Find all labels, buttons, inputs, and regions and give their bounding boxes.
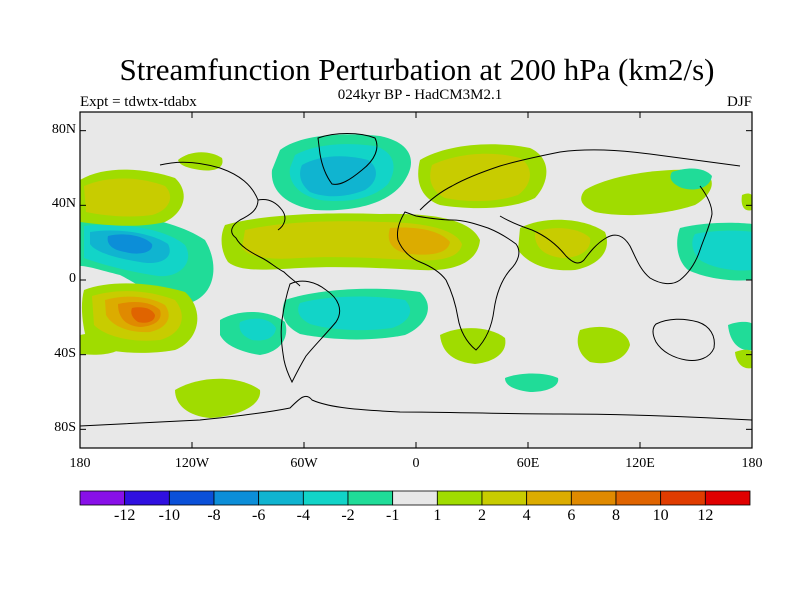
lat-tick-label: 80N	[51, 121, 76, 137]
coastline-north-america	[159, 161, 301, 287]
contour-pos1	[741, 193, 752, 211]
map-title: Streamfunction Perturbation at 200 hPa (…	[119, 52, 715, 87]
axis-ticks	[79, 112, 753, 448]
experiment-label: Expt = tdwtx-tdabx	[80, 94, 197, 110]
contour-fills	[80, 134, 752, 418]
lon-tick-label: 120E	[625, 456, 655, 471]
contour-neg2	[239, 318, 276, 341]
colorbar-tick-label: -8	[207, 507, 221, 524]
colorbar	[79, 490, 751, 506]
colorbar-tick-label: 2	[478, 507, 486, 524]
colorbar-segment	[436, 490, 483, 506]
colorbar-tick-label: 8	[612, 507, 620, 524]
colorbar-segment	[302, 490, 349, 506]
coastline-eurasia	[419, 149, 741, 285]
coastline-south-america	[280, 280, 341, 384]
lon-tick-label: 180	[741, 456, 763, 471]
contour-neg1	[728, 321, 752, 351]
lon-tick-label: 120W	[174, 456, 210, 471]
colorbar-segment	[660, 490, 706, 506]
contour-neg4	[300, 156, 376, 197]
season-label: DJF	[726, 94, 752, 110]
lat-tick-label: 40N	[51, 196, 76, 212]
coastline-europe-africa	[397, 211, 520, 351]
colorbar-tick-label: -12	[113, 507, 136, 524]
contour-pos1	[440, 328, 506, 364]
colorbar-tick-label: 6	[567, 507, 576, 524]
contour-pos2	[430, 153, 530, 202]
coastlines	[80, 133, 752, 427]
contour-pos1	[175, 378, 261, 418]
colorbar-segment	[347, 490, 394, 506]
lon-tick-label: 60W	[290, 456, 318, 471]
contour-pos4	[388, 227, 450, 255]
contour-neg2	[298, 296, 411, 331]
colorbar-tick-label: 1	[433, 507, 442, 524]
colorbar-tick-label: 4	[522, 507, 531, 524]
colorbar-segment	[168, 490, 215, 506]
contour-pos1	[577, 326, 630, 364]
coastline-greenland	[317, 133, 378, 185]
colorbar-tick-label: -2	[341, 507, 355, 524]
lon-tick-label: 0	[412, 456, 420, 471]
colorbar-tick-label: -10	[158, 507, 180, 524]
lat-tick-label: 40S	[54, 345, 76, 361]
colorbar-segment	[615, 490, 662, 506]
colorbar-segment	[481, 490, 528, 506]
colorbar-segment	[124, 490, 170, 506]
coastline-antarctica	[80, 395, 752, 427]
contour-pos2	[84, 178, 171, 217]
colorbar-segment	[526, 490, 572, 506]
lat-tick-label: 0	[69, 271, 76, 286]
colorbar-tick-label: -6	[251, 507, 266, 524]
colorbar-segment	[392, 490, 438, 506]
contour-pos1	[80, 333, 122, 355]
coastline-australia	[652, 318, 715, 361]
colorbar-segment	[213, 490, 260, 506]
contour-pos8	[131, 307, 155, 323]
colorbar-segment	[570, 490, 617, 506]
contour-neg2	[692, 230, 752, 271]
colorbar-tick-label: -4	[296, 507, 310, 524]
colorbar-tick-label: 10	[652, 507, 669, 524]
lon-tick-label: 180	[69, 456, 91, 471]
colorbar-tick-label: -1	[385, 507, 400, 524]
contour-neg1	[670, 168, 712, 190]
colorbar-segment	[258, 490, 304, 506]
map-subtitle: 024kyr BP - HadCM3M2.1	[337, 87, 503, 103]
contour-pos2	[534, 228, 591, 258]
lat-tick-label: 80S	[54, 420, 76, 436]
colorbar-segment	[79, 490, 126, 506]
contour-neg1	[505, 373, 559, 392]
colorbar-segment	[704, 490, 751, 506]
colorbar-tick-label: 12	[697, 507, 714, 524]
contour-neg6	[107, 234, 153, 254]
lon-tick-label: 60E	[516, 456, 540, 471]
